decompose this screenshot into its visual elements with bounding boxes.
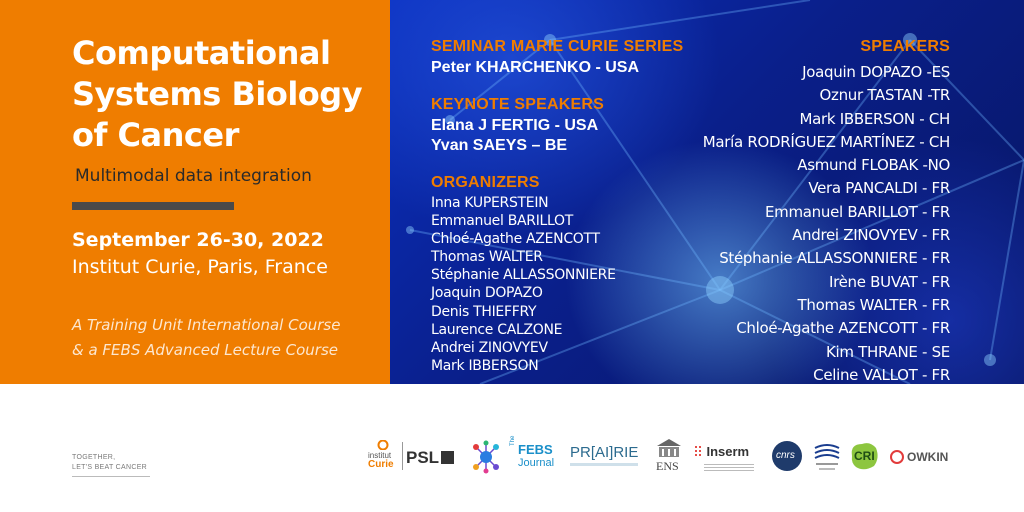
organizer-name: Denis THIEFFRY — [431, 303, 537, 320]
speaker-name: Emmanuel BARILLOT - FR — [764, 202, 950, 221]
organizer-name: Laurence CALZONE — [431, 321, 563, 338]
divider — [72, 202, 234, 210]
cri-logo-text: CRI — [854, 449, 875, 463]
organizer-name: Inna KUPERSTEIN — [431, 195, 549, 211]
curie-logo-text: Curie — [368, 459, 394, 470]
organizers-list: Inna KUPERSTEIN Emmanuel BARILLOT Chloé-… — [431, 194, 616, 375]
organizer-name: Stéphanie ALLASSONNIERE — [431, 267, 616, 284]
ens-building-icon — [657, 439, 681, 457]
logo-separator — [402, 442, 403, 470]
network-background-graphic — [406, 0, 1024, 384]
molecule-network-logo — [470, 440, 502, 479]
keynote-speaker: Yvan SAEYS – BE — [431, 137, 568, 154]
owkin-logo: OWKIN — [890, 448, 948, 466]
inserm-dots-icon — [694, 445, 702, 457]
institut-curie-logo: institut Curie — [366, 440, 400, 472]
event-title: Computational Systems Biology of Cancer — [72, 33, 382, 156]
organizers-heading: ORGANIZERS — [431, 174, 540, 191]
inserm-subtext-lines — [704, 464, 754, 472]
speaker-name: Stéphanie ALLASSONNIERE - FR — [719, 249, 950, 268]
psl-crest-icon — [441, 451, 455, 464]
febs-logo-text: The — [510, 435, 516, 446]
febs-journal-logo: The FEBS Journal — [510, 436, 558, 472]
course-description-line: A Training Unit International Course — [72, 316, 341, 334]
psl-logo: PSL — [406, 448, 455, 468]
speaker-name: Irène BUVAT - FR — [828, 272, 950, 291]
keynote-heading: KEYNOTE SPEAKERS — [431, 96, 605, 113]
speaker-name: Mark IBBERSON - CH — [799, 109, 950, 128]
event-title-line: Systems Biology — [72, 75, 363, 113]
inserm-logo: Inserm — [694, 443, 754, 472]
event-info-panel: Computational Systems Biology of Cancer … — [0, 0, 390, 384]
ens-logo: ENS — [654, 438, 684, 474]
event-subtitle: Multimodal data integration — [75, 166, 312, 186]
event-title-line: of Cancer — [72, 116, 239, 154]
keynote-speaker: Elana J FERTIG - USA — [431, 117, 599, 134]
speakers-list: Joaquin DOPAZO -ES Oznur TASTAN -TR Mark… — [702, 61, 951, 384]
speaker-name: Thomas WALTER - FR — [797, 295, 951, 314]
cnrs-logo: cnrs — [772, 441, 802, 471]
psl-logo-text: PSL — [406, 448, 440, 467]
owkin-mark-icon — [890, 450, 904, 464]
mines-paristech-icon — [814, 444, 840, 470]
mines-paristech-logo — [812, 440, 842, 479]
curie-logo-text: institut — [368, 451, 392, 460]
cri-logo: CRI — [848, 440, 880, 472]
tagline-underline — [72, 476, 150, 477]
organizer-name: Emmanuel BARILLOT — [431, 213, 574, 230]
febs-logo-text: Journal — [518, 457, 555, 469]
speakers-heading: SPEAKERS — [860, 38, 950, 55]
seminar-speaker: Peter KHARCHENKO - USA — [431, 59, 640, 76]
owkin-logo-text: OWKIN — [907, 450, 949, 464]
tagline-line: LET'S BEAT CANCER — [72, 464, 148, 471]
organizer-name: Chloé-Agathe AZENCOTT — [431, 231, 600, 248]
organizer-name: Joaquin DOPAZO — [431, 285, 543, 302]
febs-logo-text: FEBS — [518, 442, 553, 457]
organizer-name: Mark IBBERSON — [431, 357, 539, 374]
speaker-name: Vera PANCALDI - FR — [808, 179, 950, 198]
speaker-name: Celine VALLOT - FR — [813, 365, 950, 384]
prairie-logo-text: PR[AI]RIE — [570, 444, 639, 461]
event-title-line: Computational — [72, 34, 331, 72]
inserm-logo-text: Inserm — [706, 444, 750, 459]
speaker-name: Joaquin DOPAZO -ES — [802, 63, 950, 81]
tagline-line: TOGETHER, — [72, 454, 116, 461]
event-dates: September 26-30, 2022 — [72, 229, 324, 251]
cri-blob-icon — [851, 443, 878, 470]
cnrs-logo-text: cnrs — [776, 450, 795, 461]
speaker-name: Andrei ZINOVYEV - FR — [792, 226, 950, 245]
curie-symbol-icon — [377, 440, 389, 450]
prairie-logo-underline — [570, 463, 638, 466]
organizer-name: Andrei ZINOVYEV — [431, 339, 548, 356]
ens-logo-text: ENS — [656, 459, 679, 473]
speaker-name: Kim THRANE - SE — [825, 342, 950, 361]
molecule-network-icon — [473, 440, 499, 474]
tagline: TOGETHER, LET'S BEAT CANCER — [72, 453, 147, 473]
speaker-name: Chloé-Agathe AZENCOTT - FR — [736, 319, 950, 338]
speaker-name: Oznur TASTAN -TR — [819, 86, 951, 105]
organizer-name: Thomas WALTER — [431, 249, 543, 266]
speaker-name: María RODRÍGUEZ MARTÍNEZ - CH — [702, 132, 951, 151]
speaker-name: Asmund FLOBAK -NO — [797, 156, 950, 175]
prairie-logo: PR[AI]RIE — [570, 444, 638, 466]
seminar-heading: SEMINAR MARIE CURIE SERIES — [431, 38, 684, 55]
event-location: Institut Curie, Paris, France — [72, 256, 328, 278]
course-description-line: & a FEBS Advanced Lecture Course — [72, 341, 338, 359]
program-panel: SEMINAR MARIE CURIE SERIES Peter KHARCHE… — [390, 0, 1024, 384]
